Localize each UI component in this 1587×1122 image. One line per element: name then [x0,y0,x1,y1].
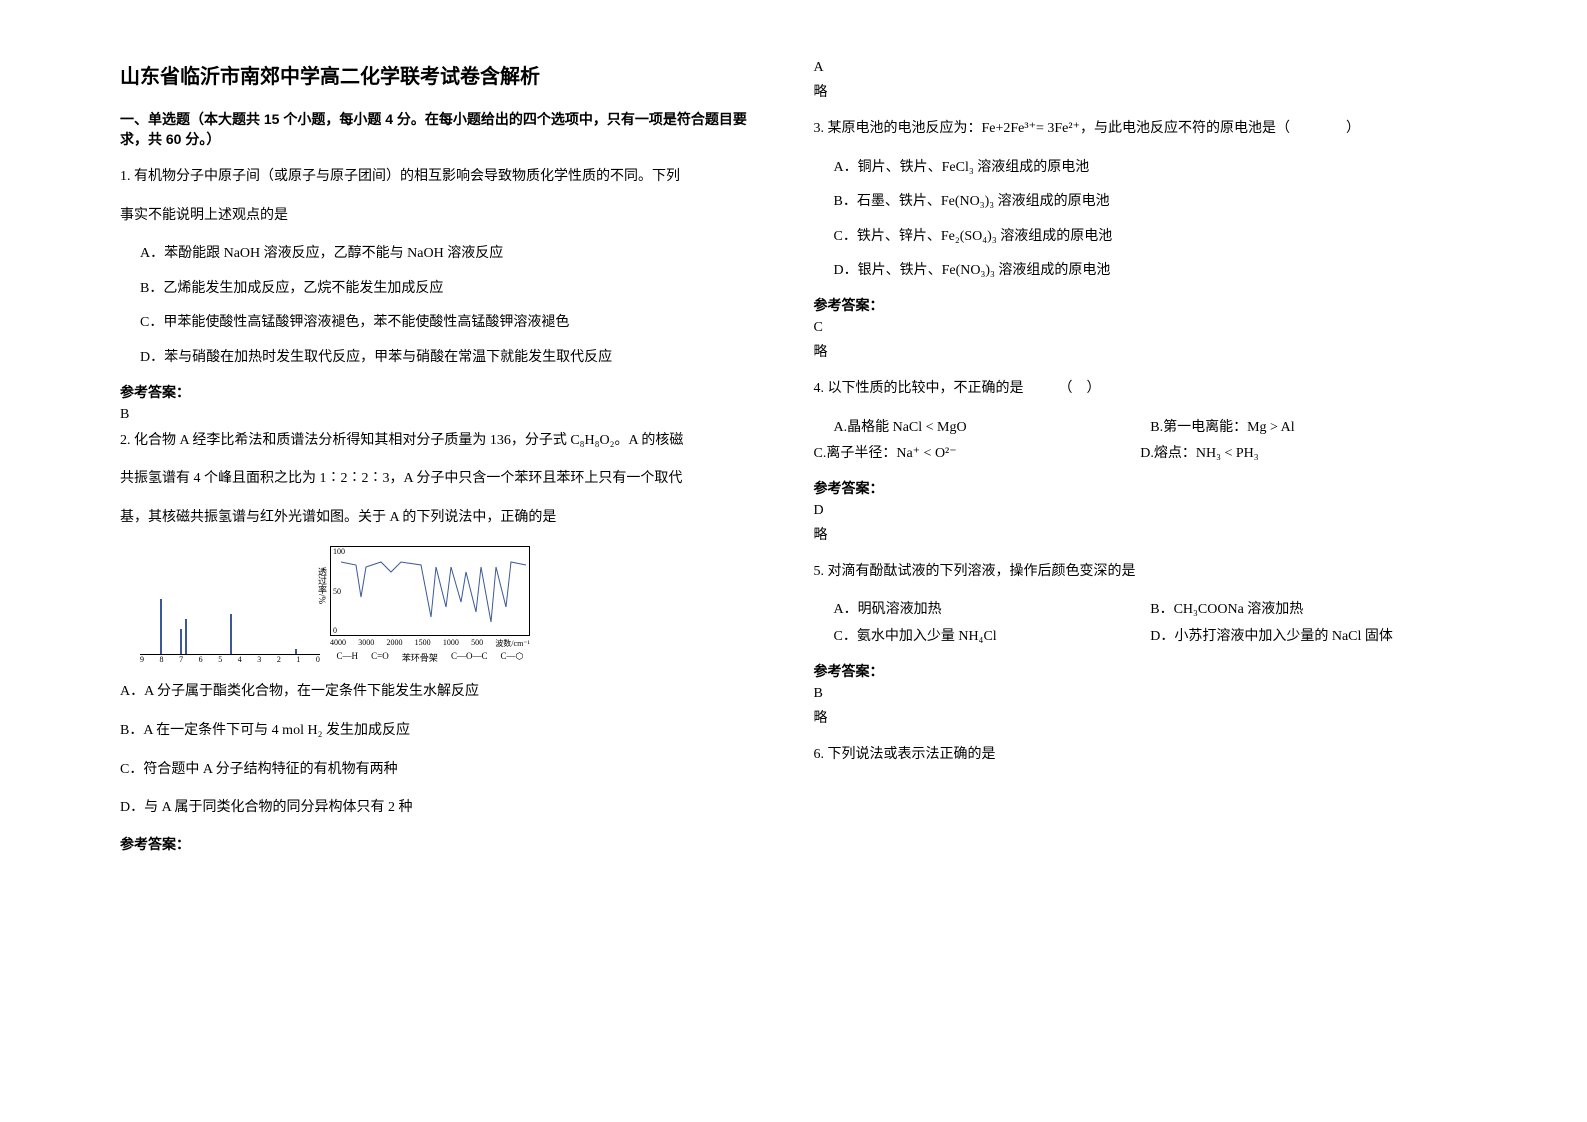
ir-sublabel: C—O—C [451,651,488,664]
nmr-tick: 8 [160,655,164,664]
nmr-peak [180,629,182,654]
nmr-tick: 9 [140,655,144,664]
ir-tick: 500 [471,638,483,649]
ir-tick: 1000 [443,638,459,649]
q4-option-d: D.熔点：NH₃ < PH₃ [1140,441,1467,468]
q2-brief: 略 [814,81,1468,101]
ir-tick: 2000 [386,638,402,649]
q4-stem: 4. 以下性质的比较中，不正确的是 （ ） [814,376,1468,403]
ir-tick: 4000 [330,638,346,649]
nmr-peak [185,619,187,654]
q5-brief: 略 [814,707,1468,727]
nmr-tick: 2 [277,655,281,664]
left-column: 山东省临沂市南郊中学高二化学联考试卷含解析 一、单选题（本大题共 15 个小题，… [100,60,794,1062]
ir-sub-labels: C—H C=O 苯环骨架 C—O—C C—⬡ [330,651,530,664]
nmr-chart [140,565,320,655]
ir-x-labels: 4000 3000 2000 1500 1000 500 波数/cm⁻¹ [330,638,530,649]
ir-chart: 透过率/% 100 50 0 [330,546,530,636]
q5-stem: 5. 对滴有酚酞试液的下列溶液，操作后颜色变深的是 [814,559,1468,586]
nmr-tick: 5 [218,655,222,664]
nmr-axis: 9 8 7 6 5 4 3 2 1 0 [140,655,320,664]
ir-sublabel: 苯环骨架 [402,651,438,664]
q5-options-row1: A．明矾溶液加热 B．CH₃COONa 溶液加热 [834,597,1468,624]
q2-option-c: C．符合题中 A 分子结构特征的有机物有两种 [120,757,774,784]
ir-y-mid: 50 [333,587,341,596]
q4-options-row2: C.离子半径：Na⁺ < O²⁻ D.熔点：NH₃ < PH₃ [814,441,1468,468]
ir-y-max: 100 [333,547,345,556]
ir-y-min: 0 [333,626,337,635]
q1-option-d: D．苯与硝酸在加热时发生取代反应，甲苯与硝酸在常温下就能发生取代反应 [140,345,774,372]
section-header: 一、单选题（本大题共 15 个小题，每小题 4 分。在每小题给出的四个选项中，只… [120,109,774,149]
q4-options-row1: A.晶格能 NaCl < MgO B.第一电离能：Mg > Al [834,415,1468,442]
q1-stem-2: 事实不能说明上述观点的是 [120,203,774,230]
q1-stem-1: 1. 有机物分子中原子间（或原子与原子团间）的相互影响会导致物质化学性质的不同。… [120,164,774,191]
ir-sublabel: C=O [371,651,389,664]
nmr-tick: 1 [296,655,300,664]
nmr-tick: 0 [316,655,320,664]
q1-option-b: B．乙烯能发生加成反应，乙烷不能发生加成反应 [140,276,774,303]
q1-answer-label: 参考答案： [120,382,774,402]
q3-option-c: C．铁片、锌片、Fe₂(SO₄)₃ 溶液组成的原电池 [834,224,1468,251]
ir-chart-wrapper: 透过率/% 100 50 0 4000 3000 2000 1500 1000 … [330,546,530,664]
q4-option-a: A.晶格能 NaCl < MgO [834,415,1151,442]
q5-option-b: B．CH₃COONa 溶液加热 [1150,597,1467,624]
ir-y-label: 透过率/% [316,567,329,604]
nmr-tick: 6 [199,655,203,664]
q1-option-a: A．苯酚能跟 NaOH 溶液反应，乙醇不能与 NaOH 溶液反应 [140,241,774,268]
nmr-tick: 4 [238,655,242,664]
ir-svg [331,547,531,637]
q3-stem: 3. 某原电池的电池反应为：Fe+2Fe³⁺= 3Fe²⁺，与此电池反应不符的原… [814,116,1468,143]
q3-answer-label: 参考答案： [814,295,1468,315]
q4-option-b: B.第一电离能：Mg > Al [1150,415,1467,442]
nmr-tick: 7 [179,655,183,664]
ir-unit: 波数/cm⁻¹ [495,638,530,649]
q2-option-d: D．与 A 属于同类化合物的同分异构体只有 2 种 [120,795,774,822]
q4-answer: D [814,503,1468,519]
nmr-chart-wrapper: 9 8 7 6 5 4 3 2 1 0 [140,565,320,664]
q2-option-a: A．A 分子属于酯类化合物，在一定条件下能发生水解反应 [120,679,774,706]
q1-answer: B [120,407,774,423]
q5-option-c: C．氨水中加入少量 NH₄Cl [834,624,1151,651]
ir-tick: 1500 [415,638,431,649]
q3-option-d: D．银片、铁片、Fe(NO₃)₃ 溶液组成的原电池 [834,258,1468,285]
q5-options-row2: C．氨水中加入少量 NH₄Cl D．小苏打溶液中加入少量的 NaCl 固体 [834,624,1468,651]
q4-option-c: C.离子半径：Na⁺ < O²⁻ [814,441,1141,468]
ir-sublabel: C—⬡ [501,651,524,664]
page-title: 山东省临沂市南郊中学高二化学联考试卷含解析 [120,60,774,89]
q2-stem-3: 基，其核磁共振氢谱与红外光谱如图。关于 A 的下列说法中，正确的是 [120,505,774,532]
spectrum-container: 9 8 7 6 5 4 3 2 1 0 透过率/% 100 50 0 [140,546,774,664]
q2-answer-label: 参考答案： [120,834,774,854]
q2-answer: A [814,60,1468,76]
nmr-peak [230,614,232,654]
q3-answer: C [814,320,1468,336]
q5-answer-label: 参考答案： [814,661,1468,681]
q3-option-b: B．石墨、铁片、Fe(NO₃)₃ 溶液组成的原电池 [834,189,1468,216]
q6-stem: 6. 下列说法或表示法正确的是 [814,742,1468,769]
ir-tick: 3000 [358,638,374,649]
q4-answer-label: 参考答案： [814,478,1468,498]
q5-answer: B [814,686,1468,702]
nmr-peak [160,599,162,654]
nmr-peak [295,649,297,654]
q2-stem-2: 共振氢谱有 4 个峰且面积之比为 1∶2∶2∶3，A 分子中只含一个苯环且苯环上… [120,466,774,493]
q1-option-c: C．甲苯能使酸性高锰酸钾溶液褪色，苯不能使酸性高锰酸钾溶液褪色 [140,310,774,337]
q5-option-d: D．小苏打溶液中加入少量的 NaCl 固体 [1150,624,1467,651]
q2-option-b: B．A 在一定条件下可与 4 mol H₂ 发生加成反应 [120,718,774,745]
ir-path [341,562,526,622]
nmr-tick: 3 [257,655,261,664]
q3-brief: 略 [814,341,1468,361]
right-column: A 略 3. 某原电池的电池反应为：Fe+2Fe³⁺= 3Fe²⁺，与此电池反应… [794,60,1488,1062]
q4-brief: 略 [814,524,1468,544]
q2-stem-1: 2. 化合物 A 经李比希法和质谱法分析得知其相对分子质量为 136，分子式 C… [120,428,774,455]
ir-sublabel: C—H [337,651,359,664]
q5-option-a: A．明矾溶液加热 [834,597,1151,624]
q3-option-a: A．铜片、铁片、FeCl₃ 溶液组成的原电池 [834,155,1468,182]
